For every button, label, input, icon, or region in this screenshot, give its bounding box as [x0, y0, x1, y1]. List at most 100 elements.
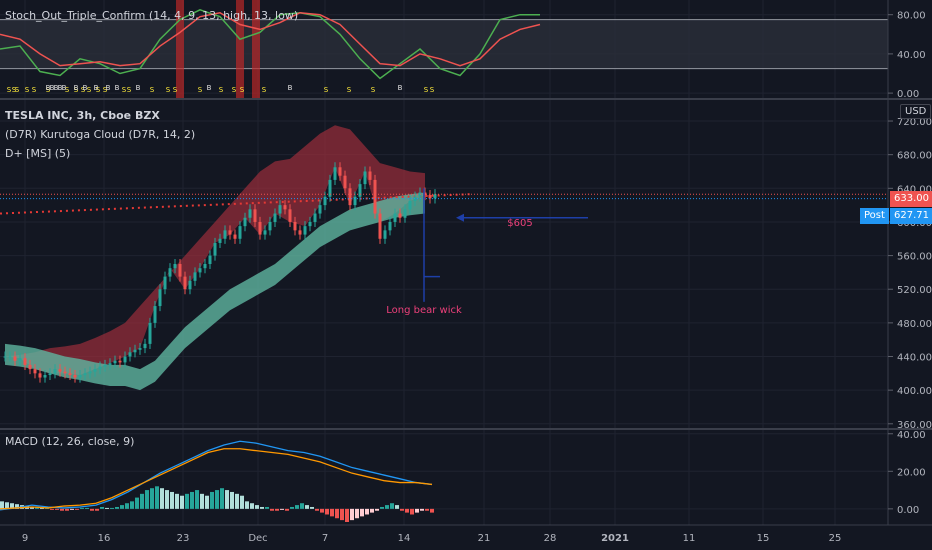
macd-histogram-bar	[165, 490, 169, 509]
candle-body	[233, 234, 237, 239]
candle-body	[168, 268, 172, 277]
stoch-buy-marker: B	[74, 84, 79, 92]
macd-histogram-bar	[175, 493, 179, 509]
stoch-buy-marker: B	[106, 84, 111, 92]
stoch-sell-marker: S	[150, 86, 155, 94]
candle-body	[228, 230, 232, 235]
macd-indicator-label[interactable]: MACD (12, 26, close, 9)	[5, 435, 135, 448]
candle-body	[258, 221, 262, 235]
macd-histogram-bar	[130, 501, 134, 509]
y-tick-label: 440.00	[897, 353, 932, 364]
dplus-indicator-label[interactable]: D+ [MS] (5)	[5, 147, 71, 160]
candle-body	[223, 230, 227, 239]
stoch-indicator-label[interactable]: Stoch_Out_Triple_Confirm (14, 4, 9, 13, …	[5, 9, 299, 22]
y-tick-label: 360.00	[897, 420, 932, 431]
y-tick-label: 20.00	[897, 467, 926, 478]
candle-body	[88, 371, 92, 374]
stoch-highlight-bar	[240, 0, 244, 98]
macd-histogram-bar	[120, 505, 124, 509]
macd-histogram-bar	[255, 505, 259, 509]
macd-histogram-bar	[170, 491, 174, 509]
candle-body	[153, 306, 157, 323]
price-pane[interactable]: $605 Long bear wick	[0, 125, 888, 391]
x-tick-label: 9	[22, 533, 28, 544]
macd-histogram-bar	[395, 505, 399, 509]
macd-histogram-bar	[50, 508, 54, 510]
currency-button[interactable]: USD	[900, 104, 932, 119]
candle-body	[83, 373, 87, 376]
macd-histogram-bar	[155, 486, 159, 509]
symbol-label[interactable]: TESLA INC, 3h, Cboe BZX	[5, 109, 160, 122]
macd-histogram-bar	[365, 508, 369, 515]
macd-histogram-bar	[245, 501, 249, 509]
candle-body	[423, 192, 427, 196]
macd-histogram-bar	[290, 506, 294, 509]
stoch-sell-marker: S	[262, 86, 267, 94]
annotation-target: $605	[507, 218, 532, 229]
macd-histogram-bar	[150, 488, 154, 509]
stoch-highlight-bar	[256, 0, 260, 98]
stoch-sell-marker: S	[324, 86, 329, 94]
candle-body	[98, 366, 102, 370]
candle-body	[198, 268, 202, 273]
x-tick-label: 7	[322, 533, 328, 544]
dotted-trendline	[0, 193, 471, 215]
candle-body	[303, 226, 307, 235]
stoch-sell-marker: S	[65, 86, 70, 94]
candle-body	[293, 221, 297, 231]
candle-body	[373, 179, 377, 214]
stoch-sell-marker: S	[240, 86, 245, 94]
candle-body	[433, 194, 437, 199]
macd-pane[interactable]	[0, 440, 434, 522]
macd-histogram-bar	[360, 508, 364, 517]
annotation-wick: Long bear wick	[386, 305, 462, 316]
candle-body	[348, 188, 352, 206]
x-tick-label: 23	[177, 533, 190, 544]
macd-histogram-bar	[5, 502, 9, 509]
candle-body	[43, 375, 47, 378]
macd-histogram-bar	[405, 508, 409, 513]
bear-cloud	[5, 125, 425, 376]
candle-body	[248, 209, 252, 218]
macd-histogram-bar	[135, 497, 139, 509]
candle-body	[318, 205, 322, 214]
cloud-indicator-label[interactable]: (D7R) Kurutoga Cloud (D7R, 14, 2)	[5, 128, 196, 141]
macd-histogram-bar	[200, 493, 204, 509]
macd-histogram-bar	[195, 490, 199, 509]
candle-body	[378, 213, 382, 239]
macd-histogram-bar	[235, 493, 239, 509]
stoch-sell-marker: S	[232, 86, 237, 94]
last-price-badge: 633.00	[890, 191, 932, 207]
candle-body	[193, 272, 197, 281]
macd-histogram-bar	[10, 503, 14, 509]
candle-body	[138, 348, 142, 350]
stoch-band	[0, 19, 888, 69]
stoch-sell-marker: S	[74, 86, 79, 94]
macd-histogram-bar	[240, 495, 244, 509]
stoch-sell-marker: S	[7, 86, 12, 94]
stochastic-pane[interactable]: S SS S S S S S S S S S S S S S S S S S S S S S S S SB B B B B B B B B B B B B…	[0, 0, 888, 98]
candle-body	[428, 195, 432, 199]
candle-body	[53, 369, 57, 374]
macd-histogram-bar	[285, 508, 289, 511]
candle-body	[108, 363, 112, 365]
stoch-sell-marker: S	[32, 86, 37, 94]
stoch-highlight-bar	[180, 0, 184, 98]
stoch-sell-marker: S	[96, 86, 101, 94]
y-tick-label: 720.00	[897, 117, 932, 128]
candle-body	[393, 213, 397, 222]
candle-body	[213, 242, 217, 256]
macd-histogram-bar	[350, 508, 354, 521]
candle-body	[283, 205, 287, 210]
macd-histogram-bar	[40, 507, 44, 509]
candle-body	[253, 209, 257, 222]
candle-body	[113, 360, 117, 364]
stoch-buy-marker: B	[398, 84, 403, 92]
candle-body	[243, 217, 247, 227]
stoch-sell-marker: S	[127, 86, 132, 94]
macd-histogram-bar	[295, 505, 299, 509]
candle-body	[403, 209, 407, 218]
macd-histogram-bar	[205, 495, 209, 509]
macd-histogram-bar	[275, 508, 279, 511]
